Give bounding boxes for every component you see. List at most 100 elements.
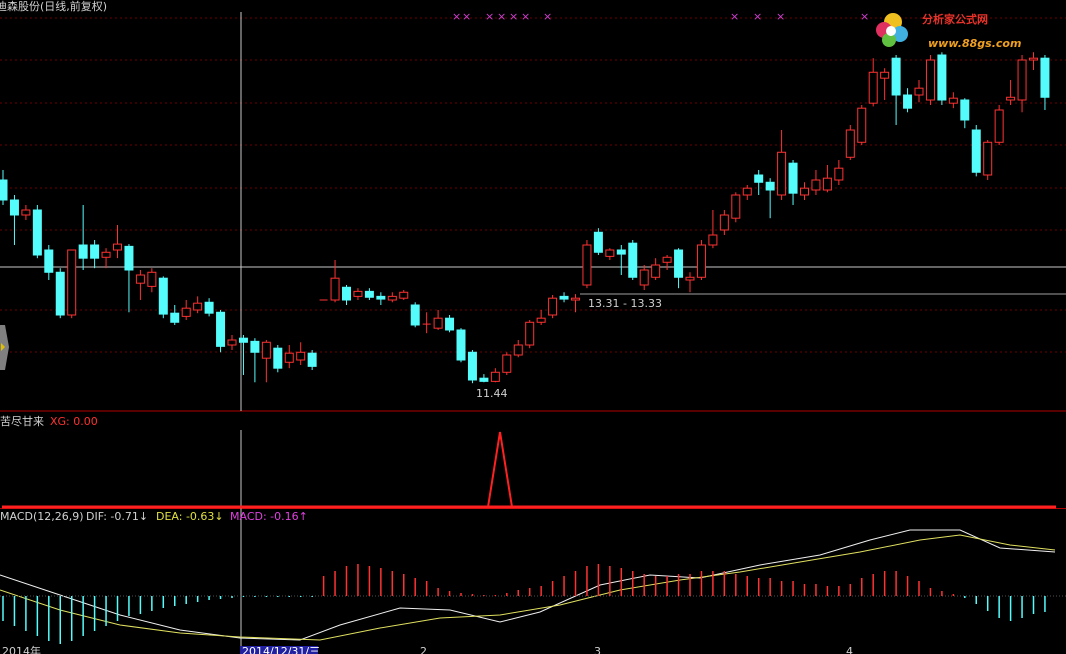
- candle-body: [1029, 57, 1038, 61]
- candle-body: [571, 297, 580, 301]
- candle-body: [605, 249, 615, 257]
- candle-body: [616, 249, 626, 255]
- candle-body: [67, 249, 77, 316]
- indicator-name: 苦尽甘来: [0, 415, 44, 428]
- candle-body: [330, 277, 340, 301]
- candle-body: [639, 269, 649, 286]
- candle-body: [719, 214, 729, 231]
- candle-body: [742, 187, 752, 196]
- svg-text:×: ×: [497, 10, 506, 23]
- svg-text:×: ×: [521, 10, 530, 23]
- candle-body: [788, 162, 798, 194]
- candle-body: [800, 187, 809, 196]
- indicator-value: XG: 0.00: [50, 415, 98, 428]
- candle-body: [387, 295, 397, 301]
- candle-body: [674, 249, 684, 278]
- svg-text:×: ×: [509, 10, 518, 23]
- candle-body: [170, 312, 180, 323]
- candle-body: [307, 352, 317, 367]
- svg-text:×: ×: [462, 10, 471, 23]
- svg-text:×: ×: [485, 10, 494, 23]
- axis-label: 2014年: [2, 644, 41, 654]
- candle-body: [925, 59, 935, 101]
- logo-url: www.88gs.com: [928, 37, 1021, 50]
- candle-body: [662, 256, 672, 263]
- candle-body: [296, 351, 306, 361]
- candle-body: [937, 54, 947, 101]
- candle-body: [525, 321, 535, 346]
- svg-text:×: ×: [452, 10, 461, 23]
- svg-text:×: ×: [543, 10, 552, 23]
- candle-body: [0, 179, 8, 201]
- candle-body: [685, 276, 695, 281]
- candle-body: [834, 167, 844, 181]
- candle-body: [548, 297, 558, 316]
- candle-body: [399, 291, 409, 299]
- candle-body: [628, 242, 638, 278]
- candle-body: [708, 234, 718, 246]
- range-label: 13.31 - 13.33: [588, 297, 662, 310]
- candle-body: [903, 94, 913, 109]
- candle-body: [994, 109, 1004, 143]
- candle-body: [696, 244, 706, 278]
- candle-body: [135, 274, 145, 284]
- candle-body: [44, 249, 54, 273]
- candle-body: [433, 317, 443, 329]
- candle-body: [181, 307, 191, 317]
- candle-body: [983, 141, 993, 176]
- candle-body: [1017, 59, 1027, 101]
- svg-text:×: ×: [753, 10, 762, 23]
- candle-body: [651, 264, 661, 278]
- macd-value: MACD: -0.16↑: [230, 510, 308, 523]
- candle-body: [261, 341, 271, 359]
- candle-body: [822, 177, 832, 191]
- svg-text:×: ×: [860, 10, 869, 23]
- candle-body: [364, 290, 374, 298]
- candle-body: [55, 271, 65, 316]
- candle-body: [410, 304, 420, 326]
- candle-body: [342, 286, 351, 301]
- candle-body: [32, 209, 42, 256]
- candle-body: [238, 337, 248, 343]
- candle-body: [90, 244, 100, 259]
- candle-body: [971, 129, 981, 173]
- candle-body: [78, 244, 88, 259]
- candle-body: [880, 71, 890, 79]
- candle-body: [559, 295, 569, 300]
- candle-body: [158, 277, 168, 315]
- dif-line: [0, 529, 1056, 641]
- date-highlight: [240, 646, 318, 654]
- candle-body: [777, 151, 787, 196]
- stock-title: 迪森股份(日线,前复权): [0, 0, 107, 13]
- macd-name: MACD(12,26,9): [0, 510, 84, 523]
- candle-body: [456, 329, 466, 361]
- candle-body: [490, 371, 500, 382]
- candle-body: [147, 271, 157, 287]
- side-tab-arrow: [1, 343, 5, 351]
- signal-spike: [487, 431, 513, 508]
- candle-body: [204, 301, 214, 314]
- candle-body: [914, 87, 924, 96]
- candle-body: [582, 244, 592, 286]
- candle-body: [467, 351, 477, 381]
- signal-marks: × × × × × × × × × × ×: [452, 10, 869, 23]
- candle-body: [960, 99, 970, 121]
- logo-name: 分析家公式网: [922, 12, 988, 26]
- axis-label: 4: [846, 645, 853, 654]
- axis-label: 2014/12/31/三: [242, 645, 320, 654]
- candle-body: [536, 317, 546, 323]
- candle-body: [765, 181, 775, 191]
- candle-body: [227, 339, 237, 346]
- candle-body: [445, 317, 455, 331]
- candle-body: [216, 311, 226, 347]
- candle-body: [353, 290, 363, 297]
- candle-body: [1006, 96, 1016, 101]
- candle-body: [845, 129, 855, 158]
- candle-body: [9, 199, 19, 216]
- candle-body: [502, 354, 512, 373]
- candle-body: [513, 344, 523, 356]
- candle-body: [101, 251, 111, 258]
- macd-dea: DEA: -0.63↓: [156, 510, 224, 523]
- candle-body: [21, 209, 31, 216]
